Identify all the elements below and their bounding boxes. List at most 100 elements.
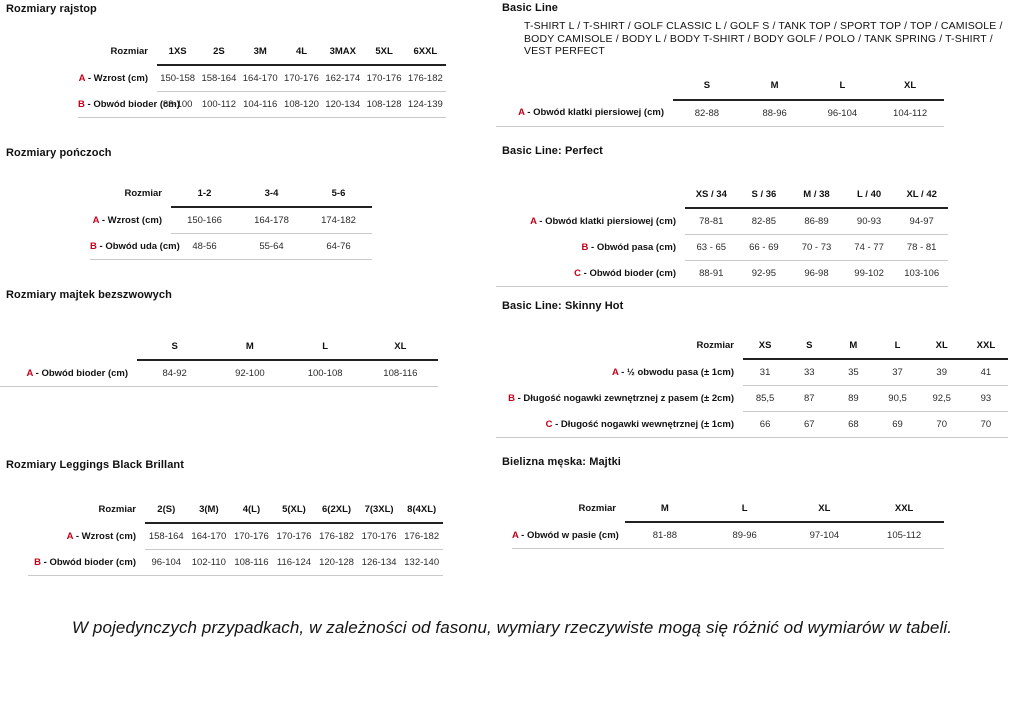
table-corner-label: [496, 76, 673, 100]
column-header: 4(L): [230, 499, 273, 524]
table-cell: 68: [831, 411, 876, 438]
section-rozmiary-leggings: Rozmiary Leggings Black Brillant Rozmiar…: [0, 459, 470, 576]
table-cell: 39: [919, 359, 964, 386]
size-table-ponczochy: Rozmiar 1-2 3-4 5-6 A - Wzrost (cm) 150-166 16…: [90, 183, 372, 260]
size-table-bielizna-meska-majtki: Rozmiar M L XL XXL A - Obwód w pasie (cm) 81-8…: [512, 498, 944, 549]
table-row: A - Wzrost (cm) 158-164 164-170 170-176 170-…: [28, 523, 443, 550]
column-header: L: [287, 336, 363, 361]
table-cell: 108-116: [230, 549, 273, 576]
column-header: 6(2XL): [315, 499, 358, 524]
column-header: M / 38: [790, 184, 843, 209]
column-header: 2S: [198, 41, 240, 66]
table-cell: 96-104: [808, 99, 877, 127]
table-cell: 96-104: [145, 549, 188, 576]
row-label: C - Obwód bioder (cm): [496, 260, 685, 287]
column-header: M: [212, 336, 288, 361]
table-corner-label: Rozmiar: [110, 46, 148, 57]
column-header: XL: [919, 335, 964, 360]
row-label: A - Obwód klatki piersiowej (cm): [530, 215, 676, 227]
table-cell: 176-182: [404, 65, 446, 92]
table-cell: 116-124: [272, 549, 316, 576]
column-header: XS: [743, 335, 788, 360]
table-row: B - Obwód pasa (cm) 63 - 65 66 - 69 70 - 73…: [496, 234, 948, 261]
row-label: A - Obwód klatki piersiowej (cm): [496, 99, 673, 127]
table-cell: 158-164: [145, 523, 188, 550]
size-table-rajstopy: Rozmiar 1XS 2S 3M 4L 3MAX 5XL 6XXL A - Wzrost (c…: [78, 41, 446, 118]
table-cell: 74 - 77: [842, 234, 896, 261]
table-row: A - Obwód w pasie (cm) 81-88 89-96 97-104 10…: [512, 522, 944, 549]
section-title: Rozmiary rajstop: [6, 3, 97, 15]
size-table-leggings: Rozmiar 2(S) 3(M) 4(L) 5(XL) 6(2XL) 7(3XL) 8(4X…: [28, 499, 443, 576]
section-rozmiary-majtek-bezszwowych: Rozmiary majtek bezszwowych S M L XL A - Obw…: [0, 289, 470, 387]
column-header: XXL: [963, 335, 1008, 360]
column-header: 4L: [280, 41, 323, 66]
table-cell: 41: [963, 359, 1008, 386]
row-label: A - ½ obwodu pasa (± 1cm): [611, 366, 734, 378]
table-cell: 66 - 69: [737, 234, 791, 261]
row-letter-marker: C: [545, 418, 553, 430]
row-letter-marker: A: [78, 72, 86, 84]
table-cell: 105-112: [864, 522, 944, 549]
table-cell: 170-176: [280, 65, 323, 92]
table-cell: 170-176: [357, 523, 401, 550]
table-cell: 150-166: [171, 207, 238, 234]
table-header-row: Rozmiar 1XS 2S 3M 4L 3MAX 5XL 6XXL: [78, 41, 446, 66]
table-wrapper: XS / 34 S / 36 M / 38 L / 40 XL / 42 A - Obwó…: [496, 184, 1024, 287]
table-header-row: Rozmiar 1-2 3-4 5-6: [90, 183, 372, 208]
table-cell: 108-116: [362, 360, 438, 387]
column-header: L: [704, 498, 785, 523]
table-cell: 132-140: [400, 549, 443, 576]
table-cell: 89: [831, 385, 876, 412]
table-cell: 78-81: [685, 208, 738, 235]
section-basic-line-skinny-hot: Basic Line: Skinny Hot Rozmiar XS S M L XL XXL…: [496, 300, 1024, 438]
column-header: 1XS: [157, 41, 199, 66]
table-header-row: Rozmiar M L XL XXL: [512, 498, 944, 523]
table-cell: 85,5: [743, 385, 788, 412]
table-corner-label: [0, 336, 137, 360]
table-row: B - Długość nogawki zewnętrznej z pasem …: [496, 385, 1008, 412]
row-letter-marker: A: [512, 529, 519, 541]
table-cell: 102-110: [187, 549, 231, 576]
table-cell: 104-112: [876, 99, 944, 127]
table-header-row: XS / 34 S / 36 M / 38 L / 40 XL / 42: [496, 184, 948, 209]
table-row: A - Obwód klatki piersiowej (cm) 78-81 82-…: [496, 208, 948, 235]
table-cell: 99-102: [842, 260, 896, 287]
row-label: B - Obwód bioder (cm): [28, 549, 145, 576]
table-header-row: S M L XL: [0, 336, 438, 361]
section-rozmiary-ponczoch: Rozmiary pończoch Rozmiar 1-2 3-4 5-6 A - Wz…: [0, 147, 470, 260]
column-header: S / 36: [737, 184, 791, 209]
column-header: S: [787, 335, 832, 360]
table-header-row: S M L XL: [496, 75, 944, 101]
table-wrapper: Rozmiar XS S M L XL XXL A - ½ obwodu pasa (± 1c…: [496, 335, 1024, 438]
table-cell: 124-139: [404, 91, 446, 118]
table-cell: 64-76: [305, 233, 372, 260]
column-header: 7(3XL): [357, 499, 401, 524]
row-label: A - Obwód w pasie (cm): [512, 522, 625, 549]
table-row: B - Obwód bioder (cm) 88-100 100-112 104-11…: [78, 91, 446, 118]
section-title: Basic Line: Skinny Hot: [502, 300, 624, 312]
table-cell: 164-178: [238, 207, 305, 234]
table-cell: 120-128: [315, 549, 358, 576]
row-letter-marker: A: [26, 367, 33, 379]
size-table-basic-line-skinny-hot: Rozmiar XS S M L XL XXL A - ½ obwodu pasa (± 1c…: [496, 335, 1008, 438]
table-corner-label: Rozmiar: [124, 188, 162, 199]
table-cell: 126-134: [357, 549, 401, 576]
table-cell: 164-170: [187, 523, 231, 550]
column-header: 3(M): [187, 499, 231, 524]
table-cell: 90-93: [842, 208, 896, 235]
table-cell: 170-176: [272, 523, 316, 550]
table-header-row: Rozmiar XS S M L XL XXL: [496, 335, 1008, 360]
table-header-row: Rozmiar 2(S) 3(M) 4(L) 5(XL) 6(2XL) 7(3XL) 8(4X…: [28, 499, 443, 524]
table-cell: 82-88: [673, 99, 741, 127]
section-title: Basic Line: Perfect: [502, 145, 603, 157]
section-basic-line: Basic Line T-SHIRT L / T-SHIRT / GOLF CL…: [496, 2, 1024, 127]
table-cell: 174-182: [305, 207, 372, 234]
table-cell: 100-112: [198, 91, 240, 118]
table-cell: 90,5: [875, 385, 920, 412]
table-cell: 69: [875, 411, 920, 438]
column-header: M: [831, 335, 876, 360]
column-header: S: [137, 336, 213, 361]
table-cell: 108-128: [363, 91, 405, 118]
section-title: Rozmiary Leggings Black Brillant: [6, 459, 185, 471]
